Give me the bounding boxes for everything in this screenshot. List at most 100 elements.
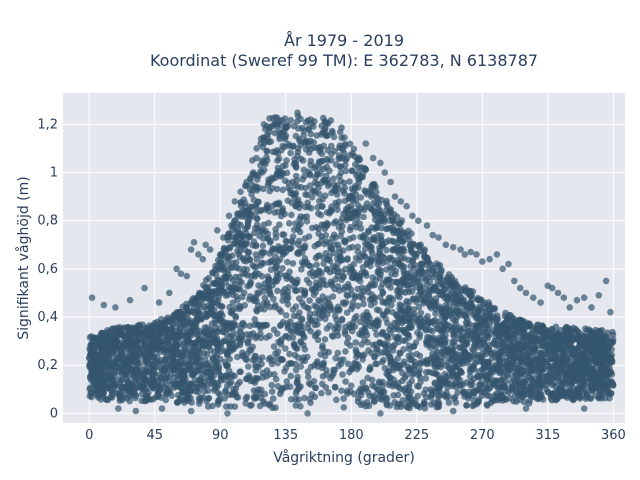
data-point <box>357 194 365 201</box>
data-point <box>269 395 277 402</box>
data-point <box>396 305 403 313</box>
data-point <box>490 313 498 320</box>
data-point <box>492 361 500 369</box>
data-point <box>407 243 415 251</box>
data-point <box>429 267 437 275</box>
data-point <box>396 349 403 357</box>
data-point <box>442 332 449 339</box>
data-point <box>359 356 367 363</box>
data-point <box>348 185 356 192</box>
data-point <box>373 345 380 353</box>
data-point <box>290 122 298 130</box>
data-point <box>378 396 386 404</box>
data-point <box>390 366 397 374</box>
data-point <box>576 393 584 400</box>
data-point <box>271 371 278 378</box>
data-point <box>251 316 259 323</box>
data-point <box>603 335 611 342</box>
data-point <box>348 327 356 335</box>
data-point <box>323 238 331 245</box>
data-point <box>330 175 337 182</box>
data-point <box>483 363 490 370</box>
data-point <box>234 296 241 304</box>
data-point <box>331 325 338 333</box>
data-point <box>510 330 517 338</box>
data-point <box>358 341 365 348</box>
data-point <box>242 395 250 402</box>
data-point <box>146 341 153 349</box>
data-point <box>288 211 295 219</box>
data-point <box>107 350 115 358</box>
data-point <box>108 371 115 379</box>
data-point <box>424 287 431 294</box>
data-point <box>282 312 290 319</box>
data-point <box>414 402 422 410</box>
data-point <box>400 337 407 345</box>
data-point <box>321 336 329 343</box>
data-point <box>444 354 452 361</box>
data-point <box>466 373 474 380</box>
data-point <box>399 318 407 325</box>
data-point <box>450 332 458 340</box>
data-point <box>253 306 260 314</box>
data-point <box>508 342 515 349</box>
data-point <box>402 389 410 397</box>
data-point <box>546 365 554 372</box>
data-point <box>296 295 303 302</box>
data-point <box>291 322 298 329</box>
data-point <box>216 310 224 318</box>
data-point <box>376 307 383 314</box>
data-point <box>542 376 549 384</box>
data-point <box>476 385 484 393</box>
data-point <box>286 350 293 358</box>
data-point <box>316 298 324 305</box>
data-point <box>340 404 348 411</box>
data-point <box>411 261 419 269</box>
data-point <box>462 319 470 327</box>
data-point <box>292 132 300 140</box>
data-point <box>297 213 305 220</box>
data-point <box>246 331 254 338</box>
data-point <box>168 325 175 333</box>
data-point <box>389 246 397 253</box>
data-point <box>434 262 442 270</box>
data-point <box>444 380 451 387</box>
data-point <box>275 155 283 162</box>
data-point <box>308 194 316 201</box>
data-point <box>234 247 241 255</box>
data-point <box>582 325 589 333</box>
data-point <box>485 344 492 352</box>
data-point <box>298 315 306 323</box>
data-point <box>250 263 258 271</box>
data-point <box>416 334 423 341</box>
data-point <box>292 160 299 167</box>
data-point <box>236 302 243 310</box>
data-point <box>352 161 359 168</box>
data-points <box>86 109 617 417</box>
data-point <box>279 186 287 194</box>
data-point <box>501 330 508 338</box>
data-point <box>374 218 382 225</box>
data-point <box>283 157 290 164</box>
data-point <box>419 260 426 267</box>
data-point <box>120 394 127 401</box>
data-point <box>482 386 490 394</box>
data-point <box>368 249 376 257</box>
data-point <box>186 359 194 367</box>
data-point <box>332 218 340 225</box>
data-point <box>201 303 208 311</box>
data-point <box>287 372 295 380</box>
data-point <box>339 299 347 306</box>
data-point <box>461 348 469 355</box>
data-point <box>442 302 449 309</box>
data-point <box>125 364 133 372</box>
data-point <box>256 390 264 397</box>
data-point <box>214 398 222 406</box>
data-point <box>298 330 306 337</box>
data-point <box>307 381 314 388</box>
data-point <box>282 364 290 372</box>
data-point <box>352 209 360 216</box>
data-point <box>338 124 345 131</box>
data-point <box>122 371 129 379</box>
data-point <box>469 296 476 304</box>
